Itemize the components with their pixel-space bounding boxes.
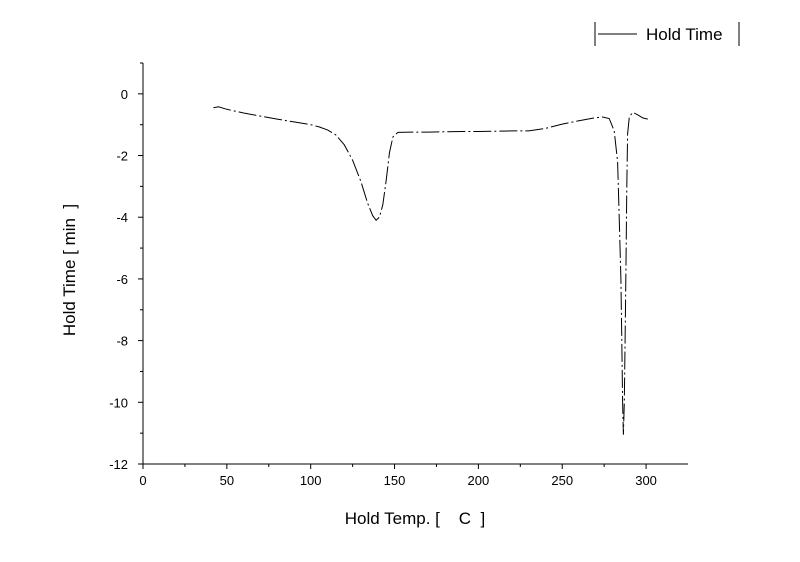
y-tick-label: 0 xyxy=(121,87,128,102)
y-tick-label: -10 xyxy=(109,395,128,410)
x-tick-label: 150 xyxy=(384,473,406,488)
x-tick-label: 50 xyxy=(220,473,234,488)
x-tick-label: 0 xyxy=(139,473,146,488)
legend: Hold Time xyxy=(594,22,740,46)
x-tick-label: 300 xyxy=(635,473,657,488)
y-tick-label: -6 xyxy=(116,272,128,287)
y-tick-label: -4 xyxy=(116,210,128,225)
y-axis-label: Hold Time [ min ] xyxy=(60,204,79,336)
y-tick-label: -8 xyxy=(116,334,128,349)
x-tick-label: 250 xyxy=(551,473,573,488)
ticks: 0 50 100 150 200 250 300 0 -2 -4 -6 -8 -10 -12 xyxy=(109,62,657,488)
x-axis-label: Hold Temp. [ C ] xyxy=(345,509,485,528)
x-tick-label: 100 xyxy=(300,473,322,488)
series-lines xyxy=(213,106,648,435)
x-tick-label: 200 xyxy=(468,473,490,488)
y-tick-label: -2 xyxy=(116,149,128,164)
series-line-hold-time xyxy=(213,106,648,435)
legend-label: Hold Time xyxy=(646,25,723,44)
axes xyxy=(142,63,688,465)
y-tick-label: -12 xyxy=(109,457,128,472)
